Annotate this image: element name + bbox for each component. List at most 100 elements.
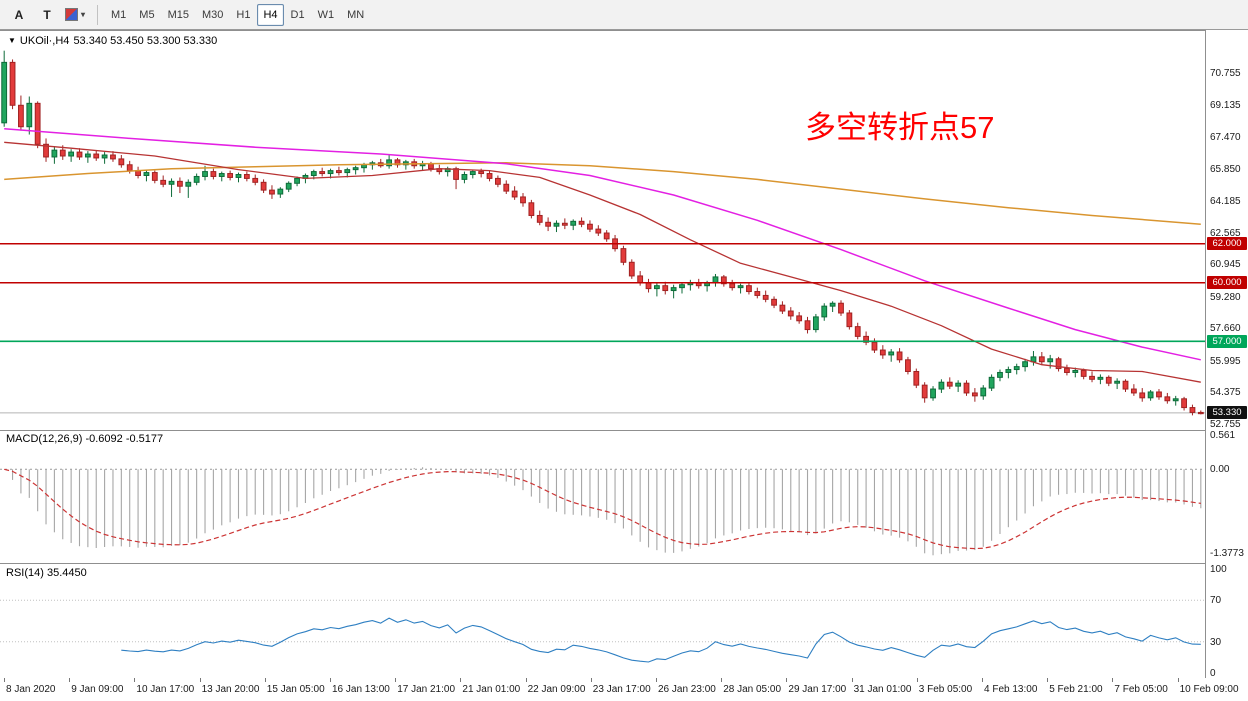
- candle-body: [955, 382, 962, 387]
- time-axis-label: 15 Jan 05:00: [266, 684, 325, 695]
- candle-body: [838, 302, 844, 314]
- time-axis-tick: [199, 678, 201, 682]
- macd-axis-label: 0.00: [1210, 464, 1230, 476]
- candle-body: [628, 261, 635, 277]
- candle-body: [160, 179, 167, 185]
- time-axis-tick: [525, 678, 527, 682]
- candle-body: [1064, 368, 1070, 373]
- price-axis-label: 54.375: [1210, 387, 1241, 399]
- time-axis-label: 9 Jan 09:00: [71, 684, 124, 695]
- ma-fast-red: [4, 141, 1201, 383]
- palette-icon: [64, 8, 78, 21]
- time-axis-label: 10 Jan 17:00: [136, 684, 195, 695]
- candle-body: [520, 196, 526, 204]
- candle-body: [712, 276, 719, 284]
- candle-body: [1156, 391, 1162, 398]
- timeframe-button-D1[interactable]: D1: [290, 8, 305, 21]
- timeframe-button-M15[interactable]: M15: [167, 8, 189, 21]
- time-axis-label: 4 Feb 13:00: [984, 684, 1038, 695]
- text-tool-button[interactable]: T: [43, 7, 51, 22]
- candle-body: [980, 387, 987, 397]
- candle-body: [879, 349, 886, 356]
- candle-body: [846, 312, 853, 328]
- candle-body: [461, 174, 468, 180]
- rsi-axis-label: 100: [1210, 564, 1227, 575]
- candle-body: [963, 382, 970, 394]
- candle-body: [486, 173, 493, 179]
- time-axis-tick: [395, 678, 397, 682]
- candle-body: [168, 180, 175, 185]
- timeframe-button-H4[interactable]: H4: [257, 3, 284, 26]
- candle-body: [1181, 398, 1187, 409]
- price-axis-label: 62.565: [1210, 227, 1241, 239]
- candle-body: [1022, 361, 1028, 368]
- current-price-badge: 53.330: [1207, 406, 1247, 420]
- ma-mid-magenta: [4, 127, 1201, 361]
- price-axis[interactable]: 70.755 69.135 67.470 65.850 64.185 62.565 60.9…: [1206, 30, 1248, 679]
- time-axis-tick: [264, 678, 266, 682]
- arrow-tool-button[interactable]: A: [14, 7, 24, 22]
- candle-body: [896, 351, 903, 361]
- macd-axis-label: -1.3773: [1210, 547, 1244, 559]
- toolbar-separator: [97, 4, 98, 25]
- timeframe-button-MN[interactable]: MN: [347, 8, 365, 21]
- time-axis[interactable]: 8 Jan 2020 9 Jan 09:00 10 Jan 17:00 13 Jan …: [0, 678, 1248, 701]
- price-axis-label: 69.135: [1210, 99, 1241, 111]
- candle-body: [1105, 376, 1112, 384]
- candle-body: [18, 104, 24, 128]
- candle-body: [1047, 358, 1054, 363]
- candle-body: [603, 232, 610, 240]
- timeframe-button-M5[interactable]: M5: [139, 8, 155, 21]
- price-axis-label: 64.185: [1210, 196, 1241, 208]
- candle-body: [545, 221, 552, 227]
- rsi-indicator-pane[interactable]: [0, 563, 1205, 678]
- time-axis-tick: [656, 678, 657, 682]
- timeframe-button-W1[interactable]: W1: [317, 8, 335, 21]
- macd-pane-separator[interactable]: [0, 430, 1248, 431]
- candle-body: [68, 151, 75, 157]
- candle-body: [913, 370, 920, 386]
- draw-color-tool-button[interactable]: ▾: [62, 3, 88, 27]
- candle-body: [787, 310, 794, 317]
- candle-body: [812, 316, 819, 331]
- chart-title: ▼ UKOil·,H4 53.340 53.450 53.300 53.330: [8, 35, 217, 47]
- candle-body: [729, 283, 736, 289]
- rsi-pane-separator[interactable]: [0, 563, 1248, 564]
- candle-body: [854, 326, 861, 337]
- candle-body: [771, 298, 777, 306]
- timeframe-button-M1[interactable]: M1: [111, 8, 127, 21]
- candle-body: [561, 222, 568, 226]
- candle-body: [235, 174, 242, 178]
- candle-body: [428, 163, 434, 170]
- time-axis-label: 22 Jan 09:00: [527, 684, 586, 695]
- timeframe-button-M30[interactable]: M30: [201, 8, 224, 21]
- candle-body: [1080, 370, 1087, 377]
- time-axis-tick: [460, 678, 462, 682]
- pane-frame-top: [0, 30, 1248, 31]
- candle-body: [336, 170, 342, 174]
- candle-body: [269, 189, 275, 195]
- price-axis-label: 52.755: [1210, 419, 1241, 431]
- macd-indicator-pane[interactable]: [0, 430, 1205, 563]
- timeframe-button-H1[interactable]: H1: [236, 8, 251, 21]
- candle-body: [218, 173, 225, 177]
- candle-body: [1005, 369, 1012, 373]
- time-axis-label: 17 Jan 21:00: [397, 684, 456, 695]
- time-axis-label: 3 Feb 05:00: [918, 684, 973, 695]
- candle-body: [988, 376, 995, 389]
- candle-body: [84, 153, 91, 158]
- time-axis-tick: [1047, 678, 1049, 682]
- collapse-triangle-icon[interactable]: ▼: [8, 36, 16, 45]
- candle-body: [1072, 370, 1079, 373]
- candle-body: [503, 183, 510, 192]
- time-axis-label: 7 Feb 05:00: [1114, 684, 1168, 695]
- candle-body: [938, 381, 945, 390]
- level-price-badge-62.000: 62.000: [1207, 237, 1247, 251]
- time-axis-tick: [786, 678, 788, 682]
- chart-region: ▼ UKOil·,H4 53.340 53.450 53.300 53.330 …: [0, 30, 1248, 701]
- candle-body: [511, 190, 518, 198]
- price-chart-pane[interactable]: [0, 30, 1205, 430]
- candle-body: [59, 149, 66, 157]
- price-axis-label: 70.755: [1210, 68, 1241, 79]
- time-axis-label: 28 Jan 05:00: [723, 684, 782, 695]
